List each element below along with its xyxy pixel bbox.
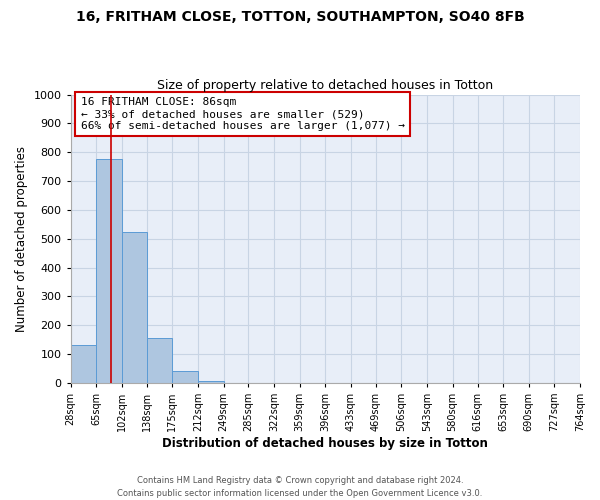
Y-axis label: Number of detached properties: Number of detached properties <box>15 146 28 332</box>
Text: Contains HM Land Registry data © Crown copyright and database right 2024.
Contai: Contains HM Land Registry data © Crown c… <box>118 476 482 498</box>
Title: Size of property relative to detached houses in Totton: Size of property relative to detached ho… <box>157 79 493 92</box>
Bar <box>172 372 198 383</box>
Text: 16 FRITHAM CLOSE: 86sqm
← 33% of detached houses are smaller (529)
66% of semi-d: 16 FRITHAM CLOSE: 86sqm ← 33% of detache… <box>81 98 405 130</box>
Bar <box>122 232 147 383</box>
Bar <box>198 382 224 383</box>
X-axis label: Distribution of detached houses by size in Totton: Distribution of detached houses by size … <box>163 437 488 450</box>
Bar <box>96 160 122 383</box>
Bar <box>71 346 96 383</box>
Bar <box>147 338 172 383</box>
Text: 16, FRITHAM CLOSE, TOTTON, SOUTHAMPTON, SO40 8FB: 16, FRITHAM CLOSE, TOTTON, SOUTHAMPTON, … <box>76 10 524 24</box>
